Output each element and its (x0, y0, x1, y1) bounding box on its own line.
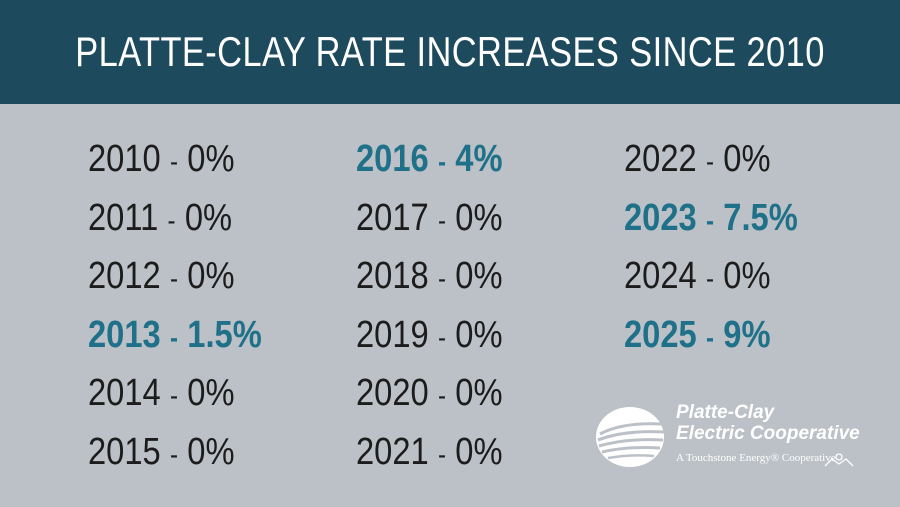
rate-value: 7.5% (723, 196, 798, 239)
rate-value: 1.5% (187, 313, 262, 356)
rate-value: 0% (455, 196, 503, 239)
rate-value: 0% (187, 430, 235, 473)
rates-column-3: 2022 - 0% 2023 - 7.5% 2024 - 0% 2025 - 9… (624, 130, 826, 364)
rate-entry-highlighted: 2025 - 9% (624, 306, 798, 365)
rate-value: 0% (455, 255, 503, 297)
rate-year: 2012 (88, 255, 161, 297)
rate-year: 2020 (356, 372, 429, 414)
rate-separator: - (163, 321, 185, 353)
rate-year: 2017 (356, 196, 429, 239)
rate-separator: - (699, 146, 721, 177)
rate-value: 0% (723, 138, 771, 180)
rate-separator: - (431, 146, 453, 177)
logo-tagline: A Touchstone Energy® Cooperative (676, 452, 836, 464)
logo-name-line2: Electric Cooperative (676, 423, 860, 444)
rate-value: 0% (187, 255, 235, 297)
rate-entry-highlighted: 2016 - 4% (356, 130, 503, 189)
rate-value: 0% (187, 372, 235, 414)
rate-value: 0% (455, 430, 503, 473)
rate-separator: - (163, 146, 185, 177)
rates-column-2: 2016 - 4% 2017 - 0% 2018 - 0% 2019 - 0% … (356, 130, 526, 481)
logo-name: Platte-Clay Electric Cooperative (676, 402, 860, 444)
rate-entry: 2024 - 0% (624, 247, 798, 306)
rate-entry: 2014 - 0% (88, 364, 262, 423)
rate-entry: 2022 - 0% (624, 130, 798, 189)
rate-year: 2023 (624, 196, 697, 239)
touchstone-energy-icon (824, 453, 854, 467)
rate-separator: - (163, 263, 185, 294)
rate-separator: - (431, 438, 453, 470)
rate-entry: 2012 - 0% (88, 247, 262, 306)
rate-separator: - (699, 321, 721, 353)
rate-year: 2015 (88, 430, 161, 473)
rate-entry: 2017 - 0% (356, 189, 503, 248)
rate-entry: 2011 - 0% (88, 189, 262, 248)
rate-year: 2019 (356, 313, 429, 356)
cooperative-logo: Platte-Clay Electric Cooperative A Touch… (592, 400, 882, 480)
rate-entry: 2019 - 0% (356, 306, 503, 365)
rate-separator: - (431, 321, 453, 353)
rate-year: 2018 (356, 255, 429, 297)
rate-year: 2016 (356, 138, 429, 180)
rate-value: 0% (187, 138, 235, 180)
rate-year: 2010 (88, 138, 161, 180)
rate-entry-highlighted: 2013 - 1.5% (88, 306, 262, 365)
rate-year: 2014 (88, 372, 161, 414)
rate-separator: - (160, 204, 183, 236)
rate-year: 2011 (88, 196, 159, 239)
rate-entry: 2018 - 0% (356, 247, 503, 306)
header-bar: PLATTE-CLAY RATE INCREASES SINCE 2010 (0, 0, 900, 104)
rate-value: 0% (184, 196, 233, 239)
rate-entry-highlighted: 2023 - 7.5% (624, 189, 798, 248)
logo-name-line1: Platte-Clay (676, 402, 775, 423)
rate-separator: - (431, 204, 453, 236)
rate-separator: - (431, 380, 453, 411)
rate-value: 9% (723, 313, 771, 356)
rate-value: 4% (455, 138, 503, 180)
rate-entry: 2010 - 0% (88, 130, 262, 189)
rate-entry: 2020 - 0% (356, 364, 503, 423)
rates-column-1: 2010 - 0% 2011 - 0% 2012 - 0% 2013 - 1.5… (88, 130, 290, 481)
rate-year: 2024 (624, 255, 697, 297)
rate-separator: - (699, 263, 721, 294)
rate-separator: - (163, 438, 185, 470)
platte-clay-logo-mark-icon (596, 407, 665, 467)
rate-separator: - (699, 204, 721, 236)
rate-separator: - (431, 263, 453, 294)
rate-year: 2021 (356, 430, 429, 473)
rate-value: 0% (455, 372, 503, 414)
rate-year: 2013 (88, 313, 161, 356)
rate-year: 2025 (624, 313, 697, 356)
rate-value: 0% (455, 313, 503, 356)
rate-separator: - (163, 380, 185, 411)
rate-value: 0% (723, 255, 771, 297)
rate-year: 2022 (624, 138, 697, 180)
rate-entry: 2015 - 0% (88, 423, 262, 482)
page-title: PLATTE-CLAY RATE INCREASES SINCE 2010 (75, 28, 825, 75)
rate-entry: 2021 - 0% (356, 423, 503, 482)
